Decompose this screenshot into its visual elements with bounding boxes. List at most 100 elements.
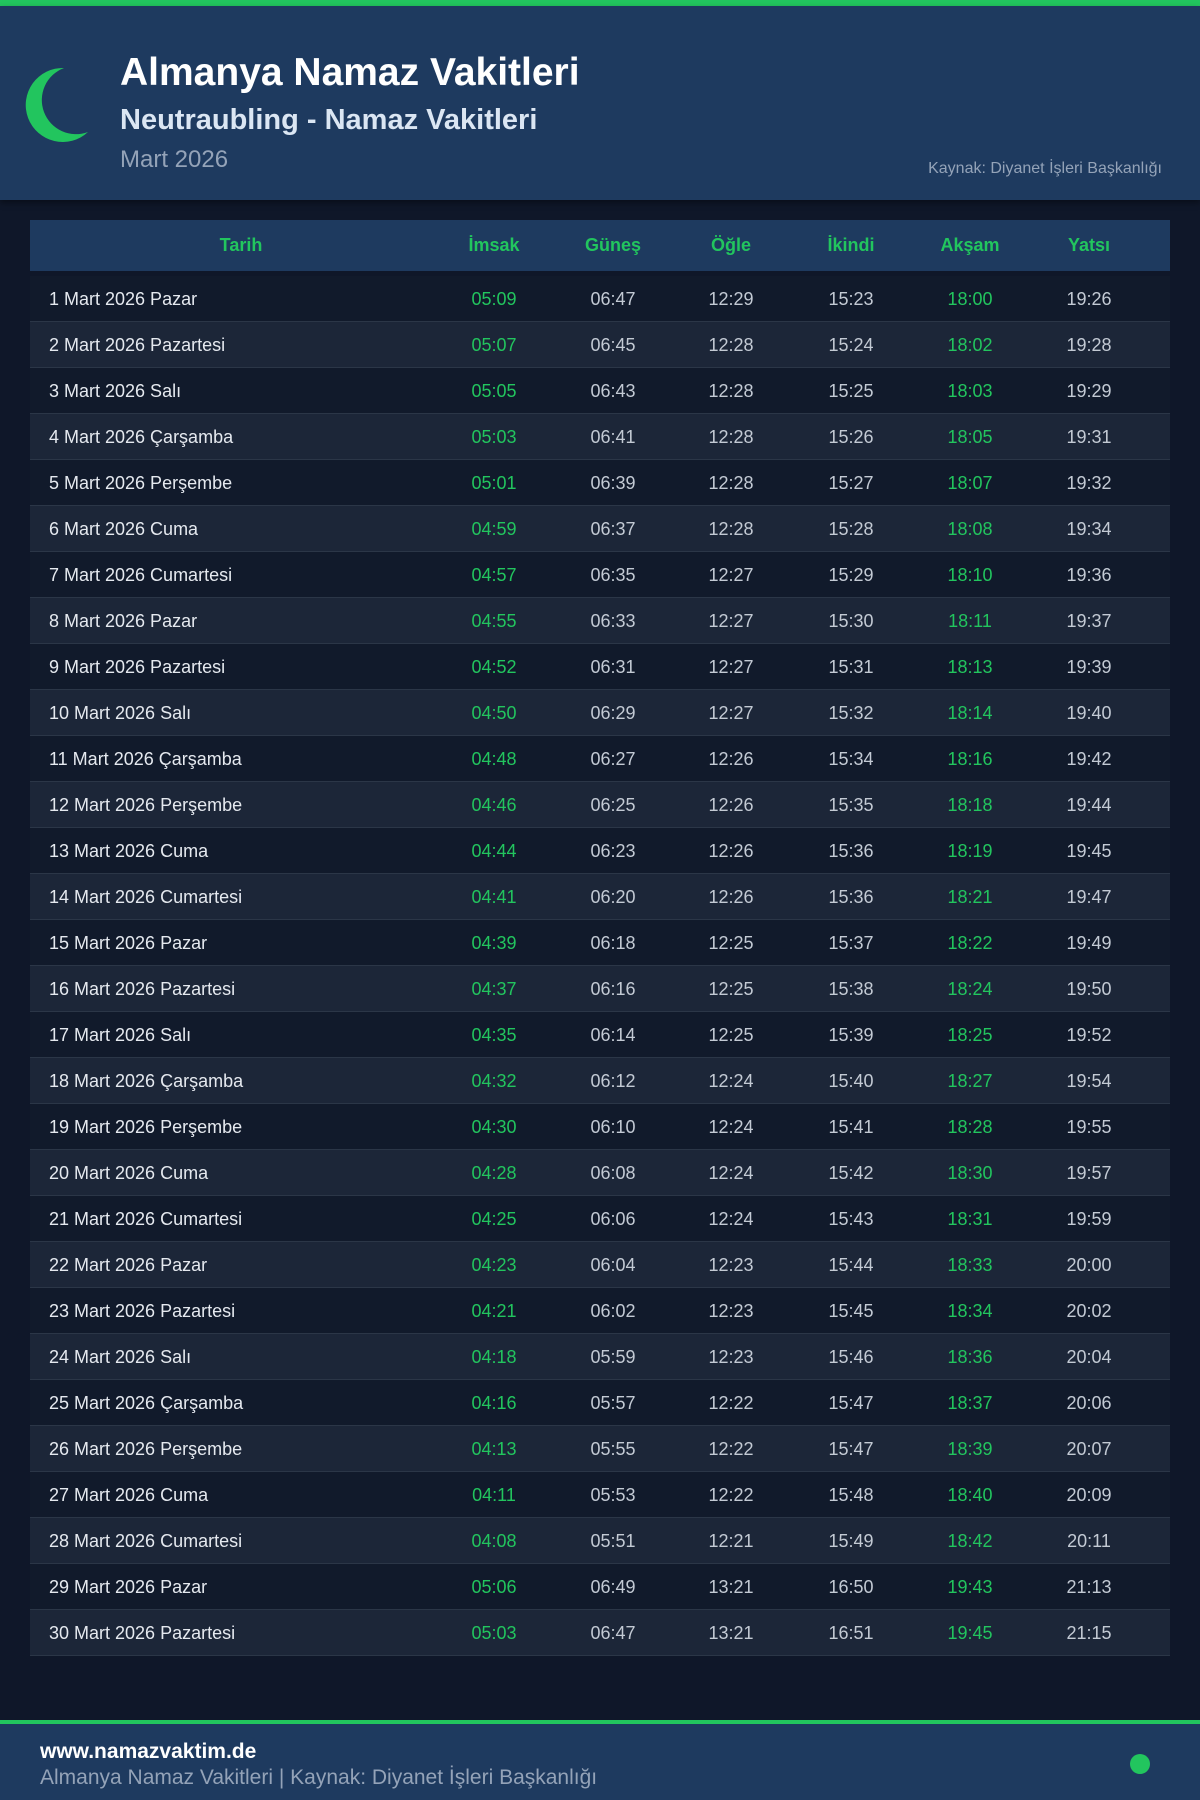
cell-aksam: 18:33 [947,1255,993,1275]
page-title: Almanya Namaz Vakitleri [120,51,580,94]
table-row: 2 Mart 2026 Pazartesi 05:07 06:45 12:28 15:2… [30,322,1170,368]
page-header: Almanya Namaz Vakitleri Neutraubling - N… [0,6,1200,200]
cell-imsak: 05:03 [471,427,517,447]
column-header-date: Tarih [219,235,263,255]
table-row: 4 Mart 2026 Çarşamba 05:03 06:41 12:28 15:26… [30,414,1170,460]
cell-date: 5 Mart 2026 Perşembe [49,473,233,493]
cell-date: 22 Mart 2026 Pazar [49,1255,208,1275]
cell-date: 12 Mart 2026 Perşembe [49,795,243,815]
cell-aksam: 18:27 [947,1071,993,1091]
column-header-ogle: Öğle [710,235,751,255]
cell-ikindi: 15:31 [828,657,874,677]
cell-imsak: 04:41 [471,887,517,907]
cell-date: 4 Mart 2026 Çarşamba [49,427,234,447]
cell-imsak: 04:48 [471,749,517,769]
table-row: 3 Mart 2026 Salı 05:05 06:43 12:28 15:25 18:0… [30,368,1170,414]
cell-date: 26 Mart 2026 Perşembe [49,1439,243,1459]
cell-ogle: 12:23 [708,1301,754,1321]
cell-aksam: 18:30 [947,1163,993,1183]
cell-ikindi: 15:30 [828,611,874,631]
cell-yatsi: 19:57 [1066,1163,1112,1183]
cell-aksam: 18:22 [947,933,993,953]
green-dot-icon [1130,1754,1150,1774]
cell-gunes: 05:57 [590,1393,636,1413]
table-row: 21 Mart 2026 Cumartesi 04:25 06:06 12:24 15:… [30,1196,1170,1242]
cell-date: 29 Mart 2026 Pazar [49,1577,208,1597]
cell-aksam: 18:02 [947,335,993,355]
cell-date: 7 Mart 2026 Cumartesi [49,565,233,585]
table-row: 15 Mart 2026 Pazar 04:39 06:18 12:25 15:37 18… [30,920,1170,966]
cell-date: 20 Mart 2026 Cuma [49,1163,209,1183]
cell-date: 27 Mart 2026 Cuma [49,1485,209,1505]
cell-date: 14 Mart 2026 Cumartesi [49,887,243,907]
cell-yatsi: 20:11 [1067,1531,1111,1551]
cell-imsak: 04:59 [471,519,517,539]
cell-gunes: 06:02 [590,1301,636,1321]
column-header-imsak: İmsak [468,235,520,255]
cell-ogle: 12:23 [708,1347,754,1367]
cell-date: 25 Mart 2026 Çarşamba [49,1393,244,1413]
cell-ogle: 12:26 [708,841,754,861]
cell-date: 11 Mart 2026 Çarşamba [49,749,242,769]
cell-ikindi: 15:23 [828,289,874,309]
cell-ogle: 12:25 [708,933,754,953]
cell-imsak: 04:11 [472,1485,516,1505]
cell-aksam: 18:21 [947,887,993,907]
cell-date: 10 Mart 2026 Salı [49,703,192,723]
cell-ogle: 12:26 [708,795,754,815]
cell-ikindi: 15:24 [828,335,874,355]
cell-ogle: 12:27 [708,657,754,677]
cell-imsak: 05:05 [471,381,517,401]
footer-site-link[interactable]: www.namazvaktim.de [40,1740,257,1763]
cell-ogle: 12:28 [708,473,754,493]
cell-date: 18 Mart 2026 Çarşamba [49,1071,244,1091]
cell-aksam: 18:40 [947,1485,993,1505]
cell-ogle: 12:28 [708,381,754,401]
cell-imsak: 04:21 [471,1301,517,1321]
cell-ogle: 12:28 [708,335,754,355]
cell-date: 21 Mart 2026 Cumartesi [49,1209,243,1229]
table-row: 14 Mart 2026 Cumartesi 04:41 06:20 12:26 15:… [30,874,1170,920]
cell-gunes: 06:04 [590,1255,636,1275]
cell-ikindi: 15:47 [828,1393,874,1413]
cell-imsak: 04:13 [471,1439,517,1459]
cell-yatsi: 21:15 [1066,1623,1112,1643]
cell-aksam: 18:39 [947,1439,993,1459]
cell-gunes: 06:12 [590,1071,636,1091]
footer-text: Almanya Namaz Vakitleri | Kaynak: Diyane… [40,1766,598,1789]
cell-gunes: 06:47 [590,1623,636,1643]
cell-ogle: 12:28 [708,519,754,539]
cell-gunes: 05:55 [590,1439,636,1459]
cell-yatsi: 21:13 [1066,1577,1112,1597]
cell-ogle: 13:21 [708,1577,754,1597]
table-body: 1 Mart 2026 Pazar 05:09 06:47 12:29 15:23 18:… [30,271,1170,1656]
cell-yatsi: 19:45 [1066,841,1112,861]
cell-aksam: 18:03 [947,381,993,401]
table-row: 22 Mart 2026 Pazar 04:23 06:04 12:23 15:44 18… [30,1242,1170,1288]
cell-imsak: 05:03 [471,1623,517,1643]
cell-gunes: 06:16 [590,979,636,999]
cell-gunes: 06:49 [590,1577,636,1597]
cell-imsak: 04:35 [471,1025,517,1045]
cell-ikindi: 15:37 [828,933,874,953]
cell-yatsi: 19:28 [1066,335,1112,355]
cell-imsak: 04:57 [471,565,517,585]
cell-imsak: 04:44 [471,841,517,861]
cell-yatsi: 20:09 [1066,1485,1112,1505]
table-row: 30 Mart 2026 Pazartesi 05:03 06:47 13:21 16:… [30,1610,1170,1656]
cell-imsak: 04:16 [471,1393,517,1413]
cell-date: 2 Mart 2026 Pazartesi [49,335,226,355]
cell-date: 9 Mart 2026 Pazartesi [49,657,226,677]
cell-aksam: 18:05 [947,427,993,447]
cell-imsak: 05:06 [471,1577,517,1597]
footer-accent-line [0,1720,1200,1724]
cell-aksam: 18:08 [947,519,993,539]
table-row: 12 Mart 2026 Perşembe 04:46 06:25 12:26 15:3… [30,782,1170,828]
cell-ogle: 12:28 [708,427,754,447]
cell-ogle: 12:29 [708,289,754,309]
table-row: 1 Mart 2026 Pazar 05:09 06:47 12:29 15:23 18:… [30,276,1170,322]
column-header-yatsi: Yatsı [1067,235,1111,255]
cell-gunes: 06:08 [590,1163,636,1183]
table-row: 23 Mart 2026 Pazartesi 04:21 06:02 12:23 15:… [30,1288,1170,1334]
cell-yatsi: 19:39 [1066,657,1112,677]
